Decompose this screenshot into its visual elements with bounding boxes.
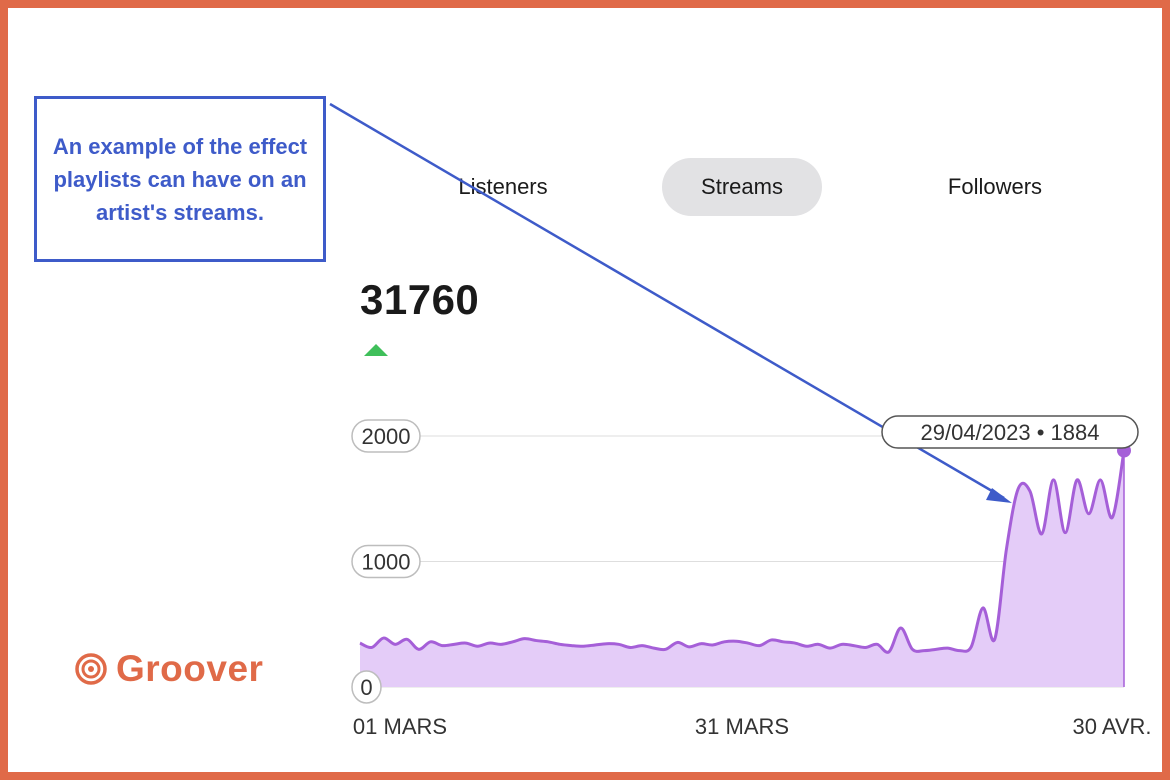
trend-up-icon [364, 344, 388, 356]
streams-total: 31760 [360, 276, 480, 323]
groover-logo: Groover [74, 648, 263, 690]
highlight-label: 29/04/2023 • 1884 [921, 420, 1100, 445]
y-tick-pill [351, 670, 382, 704]
tab-streams[interactable]: Streams [662, 158, 822, 216]
page-frame: An example of the effect playlists can h… [8, 8, 1162, 772]
y-tick-label: 0 [360, 675, 372, 700]
highlight-pill [881, 415, 1139, 449]
highlight-group: 29/04/2023 • 1884 [881, 415, 1139, 687]
callout-arrow-head [986, 488, 1012, 503]
y-tick-pill [351, 544, 421, 579]
tab-followers[interactable]: Followers [947, 174, 1043, 199]
streams-area [360, 450, 1124, 687]
x-tick-label: 31 MARS [695, 714, 789, 739]
x-tick-label: 30 AVR. [1072, 714, 1151, 739]
streams-line [359, 450, 1126, 654]
x-axis-ticks: 01 MARS 31 MARS 30 AVR. [353, 714, 1152, 739]
y-tick-label: 1000 [362, 550, 411, 575]
streams-chart: 0 1000 2000 01 MARS 31 MARS 30 AVR. 29/04/20… [329, 102, 1152, 739]
groover-logo-icon [75, 653, 107, 685]
callout-text: An example of the effect playlists can h… [52, 133, 308, 225]
brand-name: Groover [116, 648, 264, 689]
annotation-callout: An example of the effect playlists can h… [34, 96, 326, 262]
y-axis-ticks: 0 1000 2000 [351, 419, 421, 704]
y-tick-pill [351, 419, 421, 453]
x-tick-label: 01 MARS [353, 714, 447, 739]
y-tick-label: 2000 [362, 424, 411, 449]
